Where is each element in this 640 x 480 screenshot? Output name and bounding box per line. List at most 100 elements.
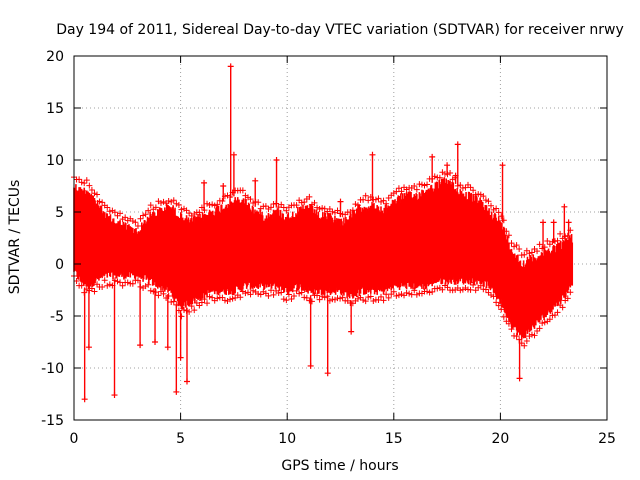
y-tick-label: -10 <box>41 361 64 377</box>
data-point <box>73 277 80 284</box>
data-point <box>495 302 502 309</box>
data-point <box>539 320 546 327</box>
data-point <box>285 291 292 298</box>
data-point <box>206 201 213 208</box>
data-point <box>293 287 300 294</box>
data-point <box>470 282 477 289</box>
data-point <box>498 213 505 220</box>
x-tick-label: 5 <box>176 431 185 447</box>
data-point <box>186 210 193 217</box>
x-tick-labels: 0 5 10 15 20 25 <box>70 431 616 447</box>
data-point <box>250 287 257 294</box>
data-point <box>303 294 310 301</box>
data-point <box>288 295 295 302</box>
data-point <box>337 295 344 302</box>
data-point <box>114 278 121 285</box>
data-point <box>380 297 387 304</box>
data-point <box>418 181 425 188</box>
data-point <box>209 201 216 208</box>
data-point <box>214 295 221 302</box>
data-point <box>94 281 101 288</box>
data-point <box>196 302 203 309</box>
data-point <box>393 188 400 195</box>
data-point <box>508 326 515 333</box>
data-point-outlier <box>561 203 568 210</box>
data-point <box>229 295 236 302</box>
data-point <box>424 288 431 295</box>
data-point <box>500 217 507 224</box>
data-point-outlier <box>444 162 451 169</box>
data-point <box>470 187 477 194</box>
data-point <box>500 313 507 320</box>
data-point <box>94 191 101 198</box>
data-point <box>204 300 211 307</box>
data-point <box>267 204 274 211</box>
data-point-outlier <box>499 162 506 169</box>
data-point <box>426 289 433 296</box>
data-point <box>81 180 88 187</box>
data-point <box>523 338 530 345</box>
data-point <box>211 202 218 209</box>
data-point <box>444 284 451 291</box>
data-point <box>406 290 413 297</box>
data-point <box>78 179 85 186</box>
data-point <box>372 196 379 203</box>
y-tick-label: -15 <box>41 413 64 429</box>
data-point <box>383 200 390 207</box>
data-point <box>349 207 356 214</box>
data-point <box>508 240 515 247</box>
data-point <box>362 298 369 305</box>
data-point <box>262 203 269 210</box>
data-point <box>429 288 436 295</box>
data-point <box>513 242 520 249</box>
data-point <box>247 196 254 203</box>
data-point <box>546 316 553 323</box>
data-point <box>283 207 290 214</box>
data-point <box>152 204 159 211</box>
data-point <box>219 294 226 301</box>
data-point <box>301 199 308 206</box>
data-point <box>83 177 90 184</box>
data-point <box>467 286 474 293</box>
data-point-outlier <box>85 344 92 351</box>
data-point <box>257 291 264 298</box>
data-point <box>152 289 159 296</box>
data-point <box>239 187 246 194</box>
data-point <box>334 295 341 302</box>
data-point <box>147 202 154 209</box>
data-point <box>536 241 543 248</box>
data-point <box>86 182 93 189</box>
plot-frame <box>73 55 608 421</box>
x-axis-label: GPS time / hours <box>281 458 398 474</box>
data-point <box>140 212 147 219</box>
data-point <box>280 296 287 303</box>
data-point <box>278 289 285 296</box>
data-point <box>485 198 492 205</box>
data-point <box>424 181 431 188</box>
data-point <box>173 200 180 207</box>
data-point <box>339 294 346 301</box>
data-series-sdtvar <box>71 63 574 403</box>
data-point <box>567 289 574 296</box>
data-point <box>204 200 211 207</box>
data-point-outlier <box>220 183 227 189</box>
data-point <box>275 204 282 211</box>
data-point <box>293 202 300 209</box>
data-point <box>411 287 418 294</box>
data-point-outlier <box>307 362 314 369</box>
data-point <box>104 282 111 289</box>
data-point <box>395 185 402 192</box>
data-point <box>145 207 152 214</box>
data-point-outlier <box>565 219 572 226</box>
data-point <box>91 190 98 197</box>
data-point <box>564 232 571 239</box>
data-point <box>490 206 497 213</box>
data-point <box>380 197 387 204</box>
data-point <box>165 197 172 204</box>
data-point <box>564 295 571 302</box>
data-point <box>181 307 188 314</box>
x-tick-label: 25 <box>598 431 616 447</box>
data-point <box>544 238 551 245</box>
data-point <box>383 291 390 298</box>
data-point <box>398 188 405 195</box>
